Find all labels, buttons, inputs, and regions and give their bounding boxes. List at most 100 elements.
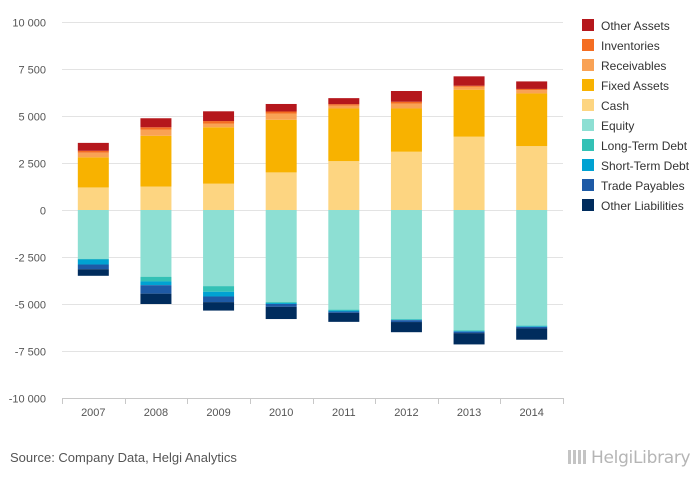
- bar-segment: [140, 118, 172, 128]
- bar-segment: [140, 285, 172, 294]
- x-tick-label: 2012: [394, 407, 418, 419]
- y-tick-label: -7 500: [15, 347, 46, 359]
- bar-segment: [77, 152, 109, 158]
- bar-segment: [453, 330, 485, 332]
- bar-segment: [140, 293, 172, 304]
- bar-segment: [265, 111, 297, 114]
- x-tick-label: 2011: [332, 407, 356, 419]
- bar-segment: [265, 306, 297, 320]
- bar-segment: [203, 111, 235, 122]
- bar-segment: [453, 136, 485, 210]
- bar-segment: [516, 210, 548, 326]
- legend-swatch: [582, 119, 594, 131]
- bar-segment: [516, 93, 548, 147]
- x-tick-label: 2008: [144, 407, 168, 419]
- bar-segment: [265, 113, 297, 120]
- bar-segment: [265, 303, 297, 304]
- bar-segment: [328, 105, 360, 109]
- y-axis: 10 000 7 500 5 000 2 500 0 -2 500 -5 000 -7 500…: [9, 18, 46, 406]
- legend-swatch: [582, 159, 594, 171]
- bar-segment: [453, 331, 485, 332]
- bar-segment: [328, 312, 360, 322]
- x-tick-label: 2010: [269, 407, 293, 419]
- legend-swatch: [582, 59, 594, 71]
- bar-segment: [516, 88, 548, 91]
- y-tick-label: 10 000: [12, 18, 46, 30]
- bar-segment: [203, 210, 235, 287]
- bar-segment: [77, 150, 109, 153]
- legend-swatch: [582, 39, 594, 51]
- legend-label: Other Assets: [601, 19, 670, 33]
- bar-segment: [203, 123, 235, 128]
- bar-segment: [390, 101, 422, 104]
- legend-label: Other Liabilities: [601, 199, 684, 213]
- bar-segment: [328, 161, 360, 210]
- bar-segment: [453, 333, 485, 345]
- library-bars-icon: [568, 450, 588, 464]
- bar-segment: [328, 311, 360, 313]
- bar-segment: [265, 103, 297, 112]
- bar-segment: [390, 320, 422, 323]
- grid-lines: [62, 22, 563, 399]
- legend-label: Receivables: [601, 59, 666, 73]
- bar-segment: [140, 210, 172, 277]
- bar-segment: [77, 264, 109, 270]
- bar-segment: [140, 281, 172, 286]
- bar-segment: [77, 187, 109, 210]
- bar-segment: [390, 322, 422, 333]
- bar-segment: [453, 76, 485, 86]
- legend-label: Cash: [601, 99, 629, 113]
- x-tick-label: 2013: [457, 407, 481, 419]
- bar-segment: [516, 90, 548, 94]
- bar-segment: [265, 302, 297, 304]
- bar-segment: [328, 309, 360, 311]
- bar-segment: [140, 135, 172, 187]
- source-note: Source: Company Data, Helgi Analytics: [10, 450, 237, 465]
- legend-swatch: [582, 199, 594, 211]
- bar-segment: [203, 302, 235, 311]
- legend-label: Trade Payables: [601, 179, 685, 193]
- bar-segment: [328, 98, 360, 105]
- bars: [77, 76, 548, 345]
- bar-segment: [265, 304, 297, 307]
- bar-segment: [390, 108, 422, 152]
- bar-segment: [516, 326, 548, 327]
- y-tick-label: 5 000: [18, 112, 46, 124]
- bar-segment: [516, 326, 548, 329]
- bar-segment: [453, 85, 485, 87]
- bar-segment: [140, 127, 172, 130]
- legend-label: Fixed Assets: [601, 79, 669, 93]
- brand-logo: HelgiLibrary: [568, 448, 691, 468]
- y-tick-label: -2 500: [15, 253, 46, 265]
- legend-label: Equity: [601, 119, 634, 133]
- bar-segment: [77, 259, 109, 265]
- bar-segment: [328, 210, 360, 310]
- bar-segment: [390, 210, 422, 320]
- y-tick-label: -10 000: [9, 394, 46, 406]
- bar-segment: [203, 291, 235, 297]
- legend: Other Assets Inventories Receivables Fixed …: [582, 19, 690, 213]
- bar-segment: [516, 325, 548, 327]
- y-tick-label: 7 500: [18, 65, 46, 77]
- legend-label: Inventories: [601, 39, 660, 53]
- bar-segment: [328, 108, 360, 162]
- bar-segment: [516, 81, 548, 89]
- legend-swatch: [582, 79, 594, 91]
- bar-segment: [453, 89, 485, 137]
- stacked-bar-chart: 10 000 7 500 5 000 2 500 0 -2 500 -5 000 -7 500…: [9, 18, 690, 420]
- bar-segment: [203, 286, 235, 292]
- y-tick-label: -5 000: [15, 300, 46, 312]
- x-axis: 2007 2008 2009 2010 2011 2012 2013 2014: [62, 398, 564, 419]
- x-tick-label: 2007: [81, 407, 105, 419]
- bar-segment: [390, 151, 422, 210]
- bar-segment: [453, 331, 485, 334]
- bar-segment: [328, 104, 360, 106]
- legend-swatch: [582, 19, 594, 31]
- legend-label: Long-Term Debt: [601, 139, 688, 153]
- y-tick-label: 0: [40, 206, 46, 218]
- bar-segment: [140, 276, 172, 282]
- bar-segment: [203, 127, 235, 184]
- legend-label: Short-Term Debt: [601, 159, 690, 173]
- bar-segment: [516, 146, 548, 210]
- legend-swatch: [582, 99, 594, 111]
